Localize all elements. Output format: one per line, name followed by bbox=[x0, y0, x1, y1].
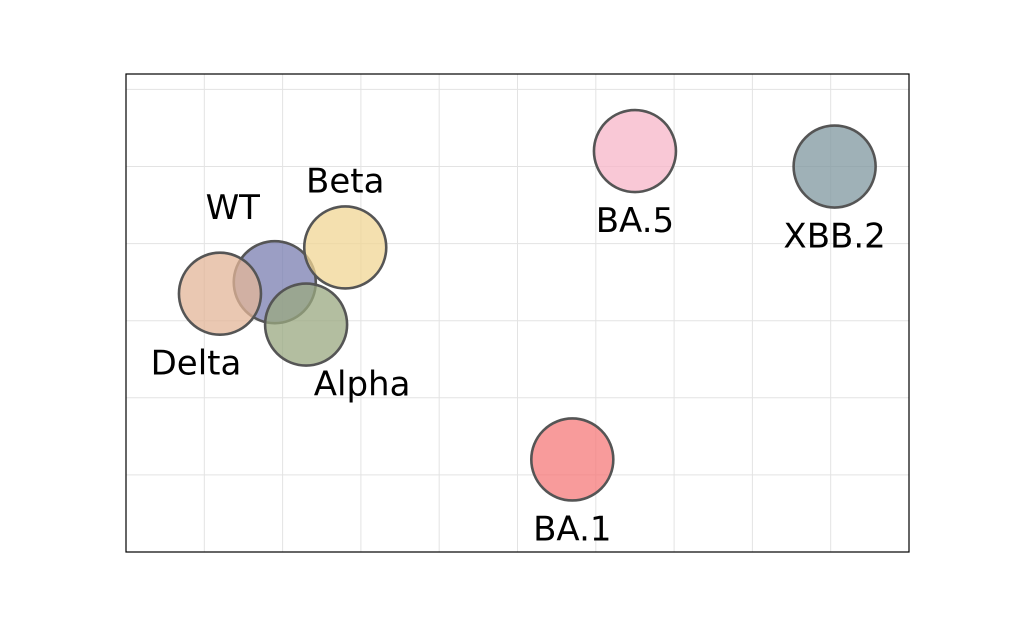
point-alpha bbox=[263, 282, 349, 367]
point-label-xbb-2: XBB.2 bbox=[783, 217, 885, 257]
point-label-delta: Delta bbox=[151, 344, 242, 384]
point-label-ba-1: BA.1 bbox=[533, 509, 611, 549]
point-delta bbox=[177, 251, 263, 337]
point-ba-1 bbox=[530, 417, 615, 502]
labels-layer: WT Delta Alpha Beta BA.5 XBB.2 BA.1 bbox=[151, 161, 886, 549]
point-label-ba-5: BA.5 bbox=[596, 201, 674, 241]
point-ba-5 bbox=[592, 108, 678, 194]
points-layer bbox=[177, 108, 877, 502]
point-xbb-2 bbox=[792, 124, 877, 209]
point-label-wt: WT bbox=[206, 188, 261, 228]
point-label-alpha: Alpha bbox=[314, 365, 411, 405]
point-beta bbox=[302, 205, 388, 290]
point-label-beta: Beta bbox=[306, 161, 384, 201]
plot-frame bbox=[125, 73, 910, 553]
